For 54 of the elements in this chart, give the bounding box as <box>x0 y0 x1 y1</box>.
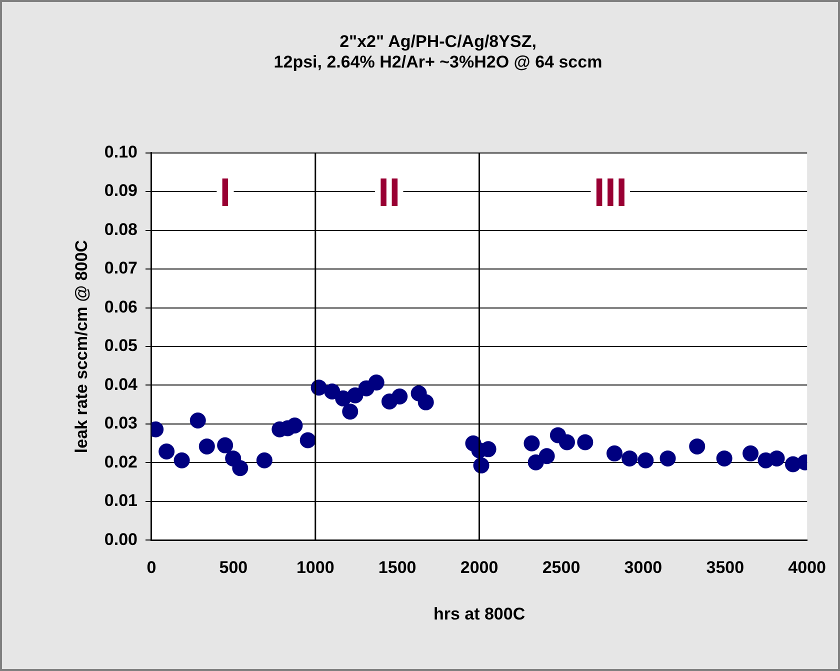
point <box>622 450 638 466</box>
point <box>558 434 575 450</box>
x-tick-label: 0 <box>146 558 156 578</box>
point <box>524 435 540 452</box>
point <box>300 432 316 448</box>
point <box>742 445 759 462</box>
annotation: III <box>594 170 628 215</box>
point <box>198 438 215 454</box>
y-tick-label: 0.00 <box>104 530 138 549</box>
x-tick-label: 3500 <box>706 558 744 578</box>
y-tick-label: 0.04 <box>104 374 138 394</box>
point <box>256 452 272 468</box>
x-tick-label: 2500 <box>542 558 580 578</box>
point <box>368 374 384 391</box>
point <box>324 383 340 400</box>
point <box>190 412 206 428</box>
y-tick-label: 0.07 <box>104 258 138 278</box>
point <box>577 434 594 450</box>
x-axis-title: hrs at 800C <box>433 604 526 624</box>
annotation: I <box>220 170 231 215</box>
point <box>660 450 676 466</box>
x-tick-label: 1500 <box>378 558 416 578</box>
y-tick-label: 0.06 <box>104 297 138 316</box>
point <box>768 450 785 466</box>
point <box>347 387 364 404</box>
point <box>158 443 175 460</box>
point <box>638 452 654 468</box>
y-tick-label: 0.01 <box>104 491 138 510</box>
point <box>286 418 303 434</box>
point <box>538 448 555 464</box>
y-tick-label: 0.02 <box>104 452 138 472</box>
y-tick-label: 0.09 <box>104 181 138 200</box>
y-tick-label: 0.08 <box>104 220 138 239</box>
y-tick-label: 0.05 <box>104 336 138 356</box>
point <box>418 394 434 410</box>
point <box>606 445 623 462</box>
y-tick-label: 0.03 <box>104 414 138 433</box>
text: 12psi, 2.64% H2/Ar+ ~3%H2O @ 64 sccm <box>274 52 602 72</box>
x-tick-label: 2000 <box>460 558 498 578</box>
text: 2"x2" Ag/PH-C/Ag/8YSZ, <box>340 32 536 51</box>
point <box>342 404 358 420</box>
y-tick-label: 0.10 <box>104 142 138 162</box>
y-axis-title: leak rate sccm/cm @ 800C <box>72 240 91 454</box>
point <box>392 388 408 404</box>
x-tick-label: 500 <box>219 558 248 578</box>
x-tick-label: 4000 <box>788 558 826 578</box>
point <box>689 438 706 454</box>
annotation: II <box>378 170 400 215</box>
point <box>217 437 234 454</box>
x-tick-label: 1000 <box>296 558 334 578</box>
x-tick-label: 3000 <box>624 558 662 578</box>
point <box>716 450 732 466</box>
point <box>232 460 248 476</box>
point <box>174 452 190 468</box>
